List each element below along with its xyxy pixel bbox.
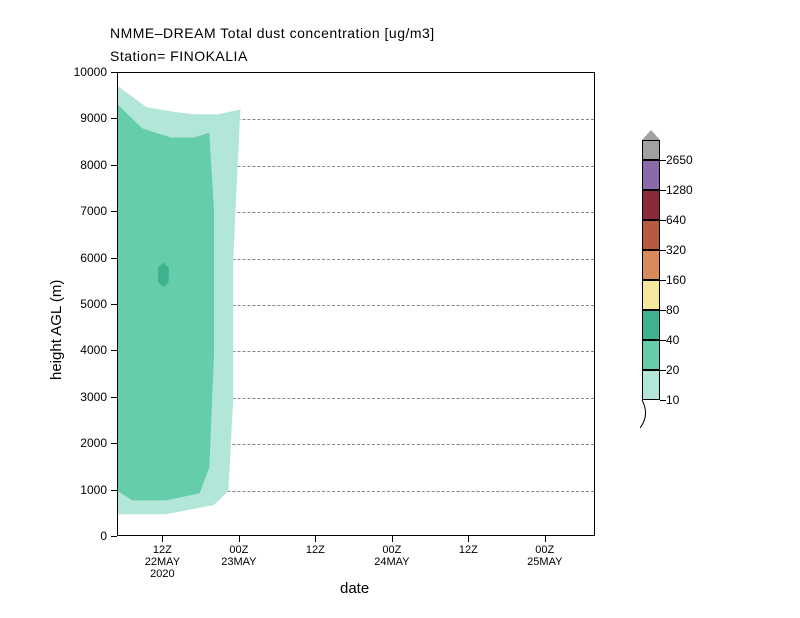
legend-tick [660,220,666,221]
legend-top-cap [642,130,660,140]
x-axis-label: date [340,580,369,597]
legend-label: 20 [666,363,679,377]
ytick-label: 10000 [67,65,107,79]
legend-swatch [642,190,660,220]
chart-title: NMME–DREAM Total dust concentration [ug/… [110,25,435,41]
ytick-label: 8000 [67,158,107,172]
ytick-label: 0 [67,529,107,543]
ytick-label: 9000 [67,111,107,125]
legend-swatch [642,370,660,400]
legend-tick [660,250,666,251]
xtick-label: 12Z [306,544,325,556]
legend-swatch [642,160,660,190]
ytick-mark [111,536,117,537]
legend-label: 1280 [666,183,693,197]
ytick-mark [111,304,117,305]
legend-label: 40 [666,333,679,347]
ytick-label: 7000 [67,204,107,218]
legend-tick [660,370,666,371]
legend-tick [660,190,666,191]
ytick-label: 3000 [67,390,107,404]
legend-label: 320 [666,243,686,257]
contour-region [118,105,214,499]
xtick-mark [392,536,393,542]
ytick-label: 1000 [67,483,107,497]
ytick-mark [111,72,117,73]
ytick-mark [111,397,117,398]
ytick-mark [111,258,117,259]
ytick-label: 5000 [67,297,107,311]
legend-label: 160 [666,273,686,287]
xtick-mark [239,536,240,542]
xtick-mark [162,536,163,542]
ytick-mark [111,490,117,491]
legend-swatch [642,140,660,160]
chart-subtitle: Station= FINOKALIA [110,48,248,64]
ytick-mark [111,211,117,212]
ytick-label: 2000 [67,436,107,450]
legend-tick [660,310,666,311]
legend-swatch [642,280,660,310]
y-axis-label: height AGL (m) [48,280,65,380]
xtick-label: 12Z22MAY2020 [145,544,180,580]
legend-tick [660,340,666,341]
legend-swatch [642,220,660,250]
ytick-mark [111,443,117,444]
xtick-mark [468,536,469,542]
contour-region [159,263,169,286]
xtick-label: 00Z23MAY [221,544,256,568]
ytick-mark [111,118,117,119]
ytick-mark [111,165,117,166]
legend-tick [660,280,666,281]
ytick-label: 6000 [67,251,107,265]
xtick-mark [315,536,316,542]
legend-label: 640 [666,213,686,227]
xtick-label: 00Z25MAY [527,544,562,568]
legend-swatch [642,250,660,280]
legend-label: 2650 [666,153,693,167]
legend-swatch [642,340,660,370]
legend-label: 80 [666,303,679,317]
legend-swatch [642,310,660,340]
ytick-mark [111,350,117,351]
xtick-label: 00Z24MAY [374,544,409,568]
xtick-mark [545,536,546,542]
legend-tail [640,400,670,430]
ytick-label: 4000 [67,343,107,357]
xtick-label: 12Z [459,544,478,556]
legend-tick [660,160,666,161]
plot-area [117,72,595,536]
contour-svg [118,73,595,536]
